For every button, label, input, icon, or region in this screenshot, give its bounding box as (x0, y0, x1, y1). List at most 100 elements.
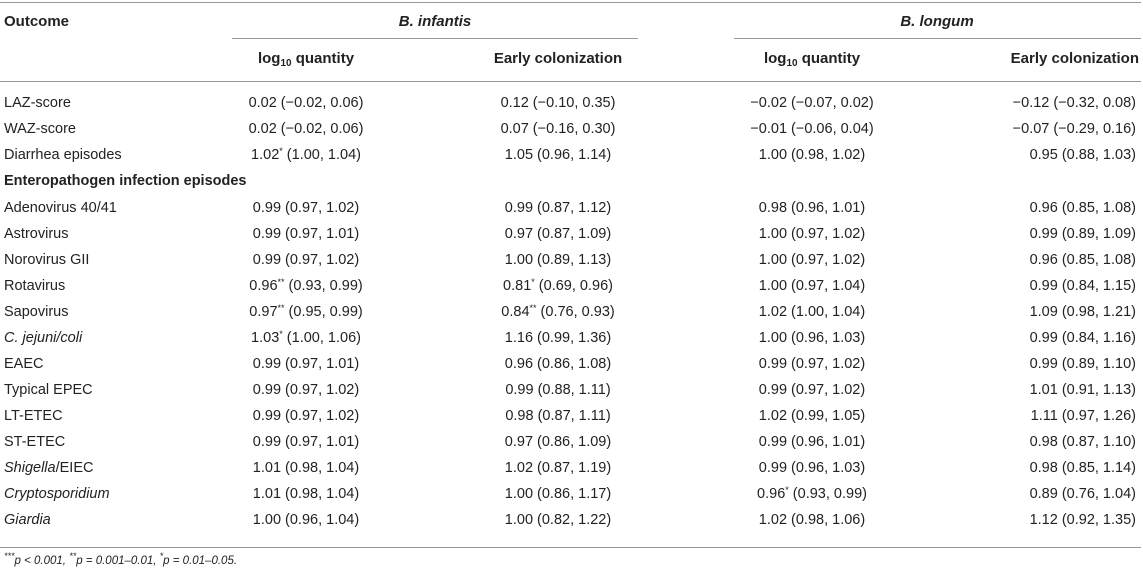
table-cell: 1.02 (0.87, 1.19) (504, 460, 612, 476)
row-label: Cryptosporidium (4, 486, 110, 502)
table-cell: 1.02 (0.98, 1.06) (758, 512, 866, 528)
table-row: Rotavirus 0.96** (0.93, 0.99) 0.81* (0.6… (0, 273, 1141, 299)
table-cell: 1.00 (0.96, 1.03) (758, 330, 866, 346)
table-cell: 0.07 (−0.16, 0.30) (500, 121, 616, 137)
table-footnote: ***p < 0.001, **p = 0.001–0.01, *p = 0.0… (4, 551, 238, 568)
col-head-longum-log-quantity: log10 quantity (763, 50, 861, 69)
table-cell: 0.02 (−0.02, 0.06) (248, 121, 364, 137)
table-cell: 0.96 (0.85, 1.08) (1029, 200, 1136, 216)
table-cell: 1.00 (0.97, 1.02) (758, 226, 866, 242)
table-cell: 0.97 (0.86, 1.09) (504, 434, 612, 450)
table-cell: 1.02 (1.00, 1.04) (758, 304, 866, 320)
table-cell: 0.99 (0.97, 1.02) (252, 382, 360, 398)
table-top-rule (0, 2, 1141, 3)
table-cell: 0.99 (0.89, 1.09) (1029, 226, 1136, 242)
table-row: LAZ-score 0.02 (−0.02, 0.06) 0.12 (−0.10… (0, 90, 1141, 116)
table-cell: 0.95 (0.88, 1.03) (1029, 147, 1136, 163)
row-label: Shigella/EIEC (4, 460, 94, 476)
table-cell: 0.99 (0.84, 1.15) (1029, 278, 1136, 294)
table-bottom-rule (0, 547, 1141, 548)
table-row: Astrovirus 0.99 (0.97, 1.01) 0.97 (0.87,… (0, 221, 1141, 247)
table-cell: 0.97 (0.87, 1.09) (504, 226, 612, 242)
table-row: LT-ETEC 0.99 (0.97, 1.02) 0.98 (0.87, 1.… (0, 403, 1141, 429)
section-heading-row: Enteropathogen infection episodes (0, 168, 1141, 194)
group-rule-b-infantis (232, 38, 638, 39)
table-cell: 1.00 (0.86, 1.17) (504, 486, 612, 502)
row-label: ST-ETEC (4, 434, 66, 450)
table-cell: 0.98 (0.87, 1.10) (1029, 434, 1136, 450)
row-label: C. jejuni/coli (4, 330, 83, 346)
table-cell: 1.00 (0.82, 1.22) (504, 512, 612, 528)
table-cell: 0.99 (0.97, 1.01) (252, 226, 360, 242)
table-cell: 0.99 (0.89, 1.10) (1029, 356, 1136, 372)
table-cell: 0.81* (0.69, 0.96) (503, 277, 613, 295)
table-cell: 0.99 (0.88, 1.11) (505, 382, 611, 398)
table-row: Diarrhea episodes 1.02* (1.00, 1.04) 1.0… (0, 142, 1141, 168)
table-cell: 0.98 (0.96, 1.01) (758, 200, 866, 216)
group-header-b-longum: B. longum (900, 13, 974, 30)
table-cell: 0.99 (0.97, 1.02) (252, 252, 360, 268)
table-row: Shigella/EIEC 1.01 (0.98, 1.04) 1.02 (0.… (0, 455, 1141, 481)
table-cell: 0.96 (0.86, 1.08) (504, 356, 612, 372)
table-cell: 0.96* (0.93, 0.99) (757, 485, 867, 503)
outcome-header: Outcome (4, 13, 70, 30)
table-cell: 0.02 (−0.02, 0.06) (248, 95, 364, 111)
table-cell: 0.99 (0.96, 1.03) (758, 460, 866, 476)
table-cell: 1.01 (0.98, 1.04) (252, 460, 360, 476)
table-cell: 1.00 (0.97, 1.02) (758, 252, 866, 268)
table-row: ST-ETEC 0.99 (0.97, 1.01) 0.97 (0.86, 1.… (0, 429, 1141, 455)
table-row: Norovirus GII 0.99 (0.97, 1.02) 1.00 (0.… (0, 247, 1141, 273)
table-header-rule (0, 81, 1141, 82)
table-cell: 0.99 (0.97, 1.01) (252, 434, 360, 450)
row-label: Giardia (4, 512, 51, 528)
row-label: LT-ETEC (4, 408, 63, 424)
table-cell: 1.11 (0.97, 1.26) (1030, 408, 1136, 424)
table-cell: 1.00 (0.96, 1.04) (252, 512, 360, 528)
row-label: WAZ-score (4, 121, 76, 137)
table-row: Giardia 1.00 (0.96, 1.04) 1.00 (0.82, 1.… (0, 507, 1141, 533)
row-label: Adenovirus 40/41 (4, 200, 117, 216)
table-cell: 1.12 (0.92, 1.35) (1029, 512, 1136, 528)
table-cell: 0.99 (0.97, 1.02) (758, 382, 866, 398)
table-cell: 0.99 (0.97, 1.01) (252, 356, 360, 372)
row-label: Typical EPEC (4, 382, 93, 398)
table-cell: 1.09 (0.98, 1.21) (1029, 304, 1136, 320)
table-cell: 0.96 (0.85, 1.08) (1029, 252, 1136, 268)
table-row: WAZ-score 0.02 (−0.02, 0.06) 0.07 (−0.16… (0, 116, 1141, 142)
col-head-infantis-log-quantity: log10 quantity (257, 50, 355, 69)
table-cell: 1.00 (0.97, 1.04) (758, 278, 866, 294)
table-cell: 1.16 (0.99, 1.36) (504, 330, 612, 346)
table-cell: −0.02 (−0.07, 0.02) (750, 95, 874, 111)
table-cell: 0.99 (0.97, 1.02) (252, 408, 360, 424)
table-cell: 0.96** (0.93, 0.99) (249, 277, 363, 295)
table-cell: 0.98 (0.85, 1.14) (1029, 460, 1136, 476)
table-row: EAEC 0.99 (0.97, 1.01) 0.96 (0.86, 1.08)… (0, 351, 1141, 377)
table-cell: 1.05 (0.96, 1.14) (504, 147, 612, 163)
table-cell: 0.99 (0.87, 1.12) (504, 200, 612, 216)
table-cell: 0.84** (0.76, 0.93) (501, 303, 615, 321)
table-row: C. jejuni/coli 1.03* (1.00, 1.06) 1.16 (… (0, 325, 1141, 351)
col-head-infantis-early-colonization: Early colonization (493, 50, 623, 67)
row-label: Norovirus GII (4, 252, 90, 268)
table-cell: 0.99 (0.96, 1.01) (758, 434, 866, 450)
table-cell: 1.00 (0.89, 1.13) (504, 252, 612, 268)
row-label: Rotavirus (4, 278, 66, 294)
table-row: Sapovirus 0.97** (0.95, 0.99) 0.84** (0.… (0, 299, 1141, 325)
table-cell: 1.02 (0.99, 1.05) (758, 408, 866, 424)
col-head-longum-early-colonization: Early colonization (1010, 50, 1139, 67)
row-label: EAEC (4, 356, 44, 372)
group-rule-b-longum (734, 38, 1141, 39)
table-cell: 0.12 (−0.10, 0.35) (500, 95, 616, 111)
group-header-b-infantis: B. infantis (398, 13, 472, 30)
row-label: Sapovirus (4, 304, 69, 320)
table-cell: −0.12 (−0.32, 0.08) (1012, 95, 1136, 111)
table-cell: −0.01 (−0.06, 0.04) (750, 121, 874, 137)
table-row: Typical EPEC 0.99 (0.97, 1.02) 0.99 (0.8… (0, 377, 1141, 403)
table-cell: 1.01 (0.91, 1.13) (1029, 382, 1136, 398)
table-row: Adenovirus 40/41 0.99 (0.97, 1.02) 0.99 … (0, 195, 1141, 221)
table-cell: 1.01 (0.98, 1.04) (252, 486, 360, 502)
table-cell: 0.97** (0.95, 0.99) (249, 303, 363, 321)
table-cell: −0.07 (−0.29, 0.16) (1012, 121, 1136, 137)
row-label: Astrovirus (4, 226, 69, 242)
